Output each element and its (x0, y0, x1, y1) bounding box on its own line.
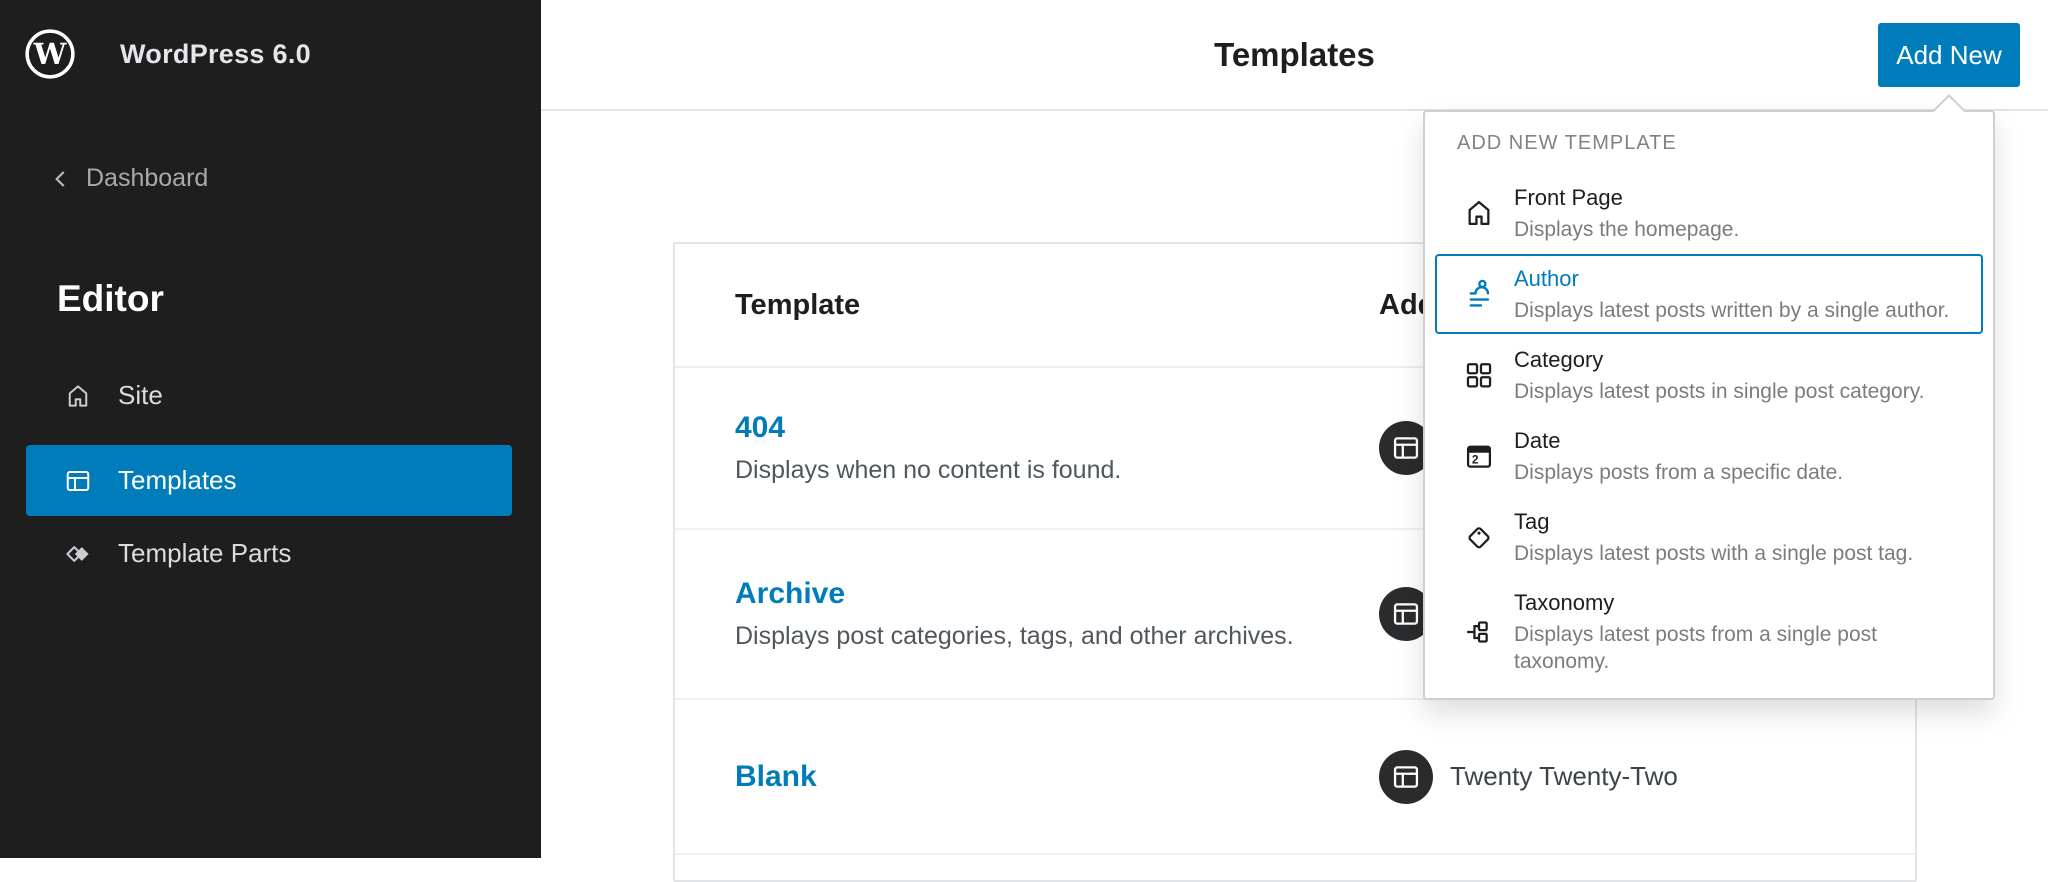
sidebar-item-label: Template Parts (118, 538, 292, 568)
template-icon (63, 466, 93, 496)
added-by-cell: Twenty Twenty-Two (1379, 749, 1678, 804)
menu-item-author[interactable]: Author Displays latest posts written by … (1435, 254, 1983, 334)
template-cell: Blank (735, 760, 817, 794)
symbol-icon (63, 539, 93, 569)
added-by-label: Twenty Twenty-Two (1450, 761, 1678, 791)
template-cell: 404 Displays when no content is found. (735, 411, 1121, 485)
tag-icon (1462, 520, 1496, 554)
menu-item-description: Displays posts from a specific date. (1514, 461, 1844, 484)
calendar-day: 2 (1472, 453, 1479, 467)
add-new-button[interactable]: Add New (1878, 23, 2020, 87)
back-to-dashboard[interactable]: Dashboard (48, 164, 208, 193)
sidebar-nav: Site Templates Template Parts (26, 360, 512, 589)
menu-item-title: Date (1514, 428, 1561, 453)
menu-item-tag[interactable]: Tag Displays latest posts with a single … (1435, 497, 1983, 577)
menu-item-taxonomy[interactable]: Taxonomy Displays latest posts from a si… (1435, 578, 1983, 685)
menu-item-description: Displays latest posts in single post cat… (1514, 380, 1925, 403)
menu-item-description: Displays latest posts from a single post… (1514, 623, 1877, 673)
sidebar-item-site[interactable]: Site (26, 360, 512, 431)
editor-sidebar: W WordPress 6.0 Dashboard Editor Site (0, 0, 541, 858)
sidebar-item-label: Templates (118, 465, 237, 495)
wordpress-logo-icon: W (22, 26, 78, 82)
sidebar-heading: Editor (57, 278, 164, 319)
template-cell: Archive Displays post categories, tags, … (735, 577, 1294, 651)
menu-item-title: Author (1514, 266, 1579, 291)
page-title: Templates (1214, 35, 1375, 73)
template-link[interactable]: Archive (735, 577, 846, 610)
menu-item-title: Front Page (1514, 185, 1623, 210)
add-new-template-popover: ADD NEW TEMPLATE Front Page Displays the… (1423, 94, 1995, 700)
menu-item-title: Tag (1514, 509, 1550, 534)
table-row: Blank Twenty Twenty-Two (675, 700, 1915, 855)
menu-item-date[interactable]: 2 Date Displays posts from a specific da… (1435, 416, 1983, 496)
sidebar-item-label: Site (118, 380, 163, 410)
menu-item-description: Displays latest posts written by a singl… (1514, 299, 1950, 322)
category-icon (1462, 358, 1496, 392)
template-description: Displays post categories, tags, and othe… (735, 622, 1294, 650)
menu-item-description: Displays latest posts with a single post… (1514, 542, 1914, 565)
home-icon (1462, 196, 1496, 230)
menu-item-front-page[interactable]: Front Page Displays the homepage. (1435, 173, 1983, 253)
menu-item-title: Taxonomy (1514, 590, 1615, 615)
sidebar-item-templates[interactable]: Templates (26, 445, 512, 516)
page-header: Templates (541, 0, 2048, 111)
svg-text:W: W (33, 37, 68, 71)
template-description: Displays when no content is found. (735, 456, 1122, 484)
theme-template-icon (1379, 749, 1433, 804)
calendar-icon: 2 (1462, 439, 1496, 473)
template-link[interactable]: 404 (735, 411, 786, 444)
brand-row: W WordPress 6.0 (22, 26, 311, 82)
chevron-left-icon (48, 166, 74, 192)
menu-item-category[interactable]: Category Displays latest posts in single… (1435, 335, 1983, 415)
menu-item-title: Category (1514, 347, 1604, 372)
popover-label: ADD NEW TEMPLATE (1457, 132, 1677, 154)
template-link[interactable]: Blank (735, 759, 817, 793)
brand-title: WordPress 6.0 (120, 38, 311, 69)
menu-item-description: Displays the homepage. (1514, 218, 1740, 241)
column-header-template: Template (735, 288, 861, 321)
taxonomy-icon (1462, 615, 1496, 649)
home-icon (63, 381, 93, 411)
back-label: Dashboard (86, 164, 209, 192)
author-icon (1462, 277, 1496, 311)
sidebar-item-template-parts[interactable]: Template Parts (26, 518, 512, 589)
